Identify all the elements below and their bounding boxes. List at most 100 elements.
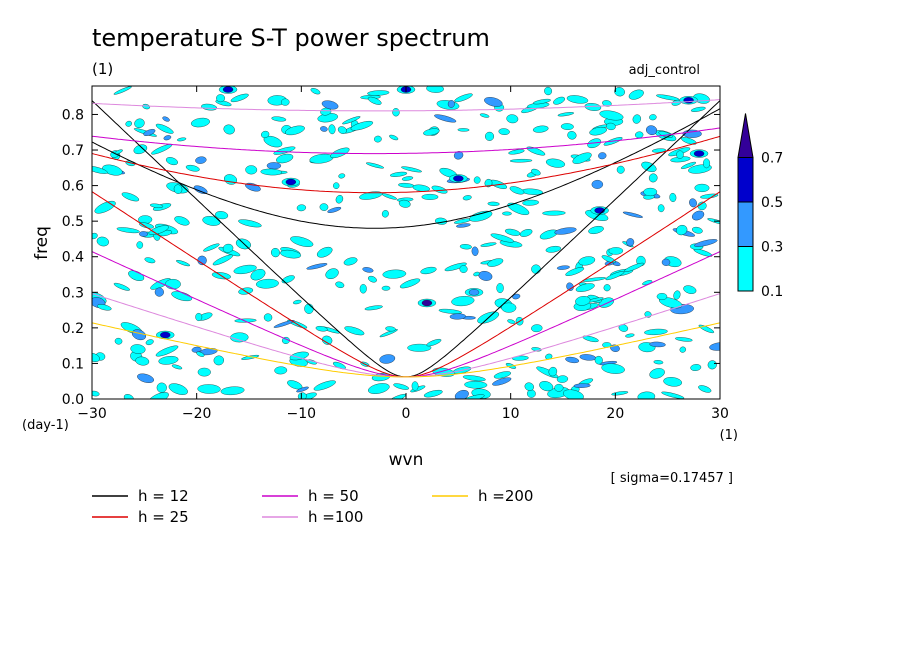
axis-ticks: −30 −20 −10 0 10 20 30 0.0 0.1 0.2 0.3 0.4 0.5 0.6 0.7… (62, 86, 729, 422)
contour-patch (273, 320, 295, 328)
contour-patch (601, 363, 625, 374)
contour-patch (560, 123, 574, 130)
contour-patch (411, 381, 419, 391)
contour-patch (454, 390, 469, 399)
contour-patch (456, 223, 471, 228)
contour-patch-highlight (468, 289, 480, 296)
contour-patch (675, 337, 693, 342)
contour-patch (121, 192, 140, 202)
contour-patch (171, 291, 193, 302)
contour-patch (591, 179, 604, 189)
x-tick-label: 10 (502, 406, 520, 422)
contour-patch-highlight (683, 97, 694, 104)
contour-patch (139, 231, 148, 237)
contour-patch (524, 382, 534, 391)
contour-patch (389, 171, 408, 177)
contour-patch (92, 352, 100, 362)
contour-patch (473, 271, 480, 277)
contour-patch (661, 391, 685, 399)
contour-patch (508, 149, 525, 155)
contour-patch (506, 114, 519, 124)
contour-patch (588, 226, 604, 234)
contour-patch (438, 308, 462, 314)
contour-patch (165, 157, 178, 166)
contour-patch (197, 384, 221, 394)
contour-patch (293, 299, 302, 305)
y-tick-label: 0.8 (62, 107, 84, 123)
contour-patch (342, 116, 361, 125)
contour-patch (507, 319, 516, 324)
contour-patch (362, 267, 374, 273)
contour-patch (130, 344, 146, 354)
contour-patch (693, 248, 713, 257)
contour-patch (522, 199, 539, 206)
chart-subtitle-left: (1) (92, 60, 113, 78)
contour-patch (556, 375, 569, 383)
contour-patch (234, 318, 257, 323)
contour-patch (663, 377, 682, 387)
contour-patch (328, 124, 336, 135)
y-axis-label: freq (32, 226, 52, 260)
curve-h-25-upper (92, 135, 720, 194)
contour-patch (359, 191, 383, 200)
contour-patch (449, 313, 466, 320)
legend: h = 12 h = 25 h = 50 h =100 h =200 (92, 487, 533, 526)
contour-patch (379, 354, 396, 364)
contour-patch (113, 282, 130, 291)
contour-patch (238, 219, 262, 228)
y-tick-label: 0.7 (62, 143, 84, 159)
colorbar-segment (737, 157, 754, 203)
y-tick-label: 0.1 (62, 356, 84, 372)
contour-patch (554, 383, 564, 392)
contour-patch (643, 187, 658, 197)
contour-patch (393, 383, 409, 390)
contour-patch (392, 108, 400, 117)
contour-patch (462, 375, 486, 382)
contour-patch (333, 182, 340, 189)
contour-patch-highlight (421, 299, 433, 307)
contour-patch (694, 183, 710, 192)
x-tick-label: −30 (77, 406, 107, 422)
contour-patch (171, 364, 183, 370)
contour-patch (689, 198, 697, 208)
contour-patch (512, 293, 521, 300)
chart-subtitle-right: adj_control (629, 63, 700, 78)
contour-patch (423, 128, 440, 136)
contour-patch (566, 282, 574, 291)
contour-patch (134, 118, 145, 128)
contour-patch (545, 158, 566, 168)
contour-patch (575, 283, 595, 292)
contour-patch (136, 241, 144, 249)
contour-patch (297, 392, 307, 399)
contour-patch (519, 229, 533, 237)
contour-patch (616, 165, 625, 174)
contour-patch (168, 383, 188, 395)
contour-patch (315, 326, 328, 332)
contour-patch (420, 266, 437, 275)
contour-patch (487, 258, 504, 267)
contour-patch (230, 93, 249, 103)
contour-patch (290, 236, 314, 247)
contour-patch (296, 386, 309, 393)
contour-patch (423, 389, 443, 398)
contour-patch (382, 269, 407, 279)
contour-patch (364, 305, 383, 311)
contour-patch (601, 255, 616, 263)
contour-patch (681, 161, 696, 169)
contour-patch (193, 185, 208, 194)
x-tick-label: 30 (711, 406, 729, 422)
contour-patch (669, 193, 677, 202)
contour-patch (553, 96, 565, 105)
contour-patch-highlight (285, 178, 297, 186)
contour-patch (162, 116, 170, 122)
contour-patch (273, 146, 296, 155)
contour-patch (487, 201, 500, 206)
contour-patch (692, 210, 705, 221)
contour-patch (480, 242, 497, 247)
contour-patch (484, 97, 503, 107)
contour-patch (337, 126, 347, 134)
contour-patch (598, 152, 607, 160)
contour-patch (444, 262, 467, 272)
contour-patch (649, 368, 665, 379)
